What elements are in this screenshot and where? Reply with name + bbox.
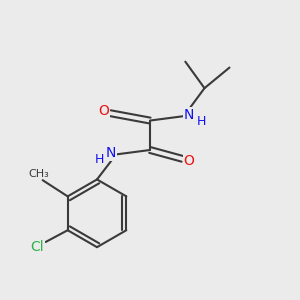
Text: CH₃: CH₃ xyxy=(29,169,50,179)
Text: H: H xyxy=(196,115,206,128)
Text: H: H xyxy=(94,153,104,166)
Text: N: N xyxy=(106,146,116,160)
Text: N: N xyxy=(184,108,194,122)
Text: O: O xyxy=(98,104,109,118)
Text: O: O xyxy=(183,154,194,168)
Text: Cl: Cl xyxy=(31,240,44,254)
